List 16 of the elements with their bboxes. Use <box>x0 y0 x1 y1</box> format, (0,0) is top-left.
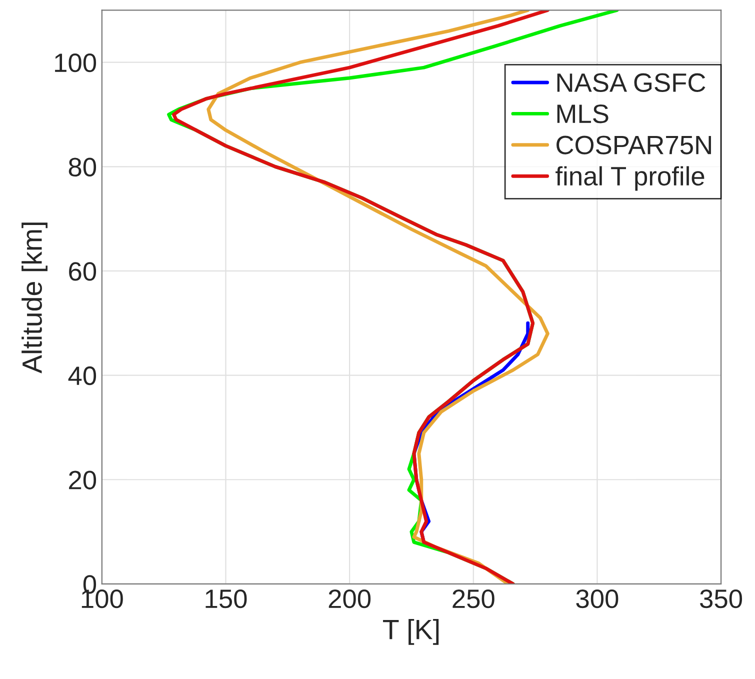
x-axis-title: T [K] <box>383 618 439 645</box>
legend-label: final T profile <box>556 166 704 191</box>
x-tick-label: 200 <box>328 590 371 608</box>
y-tick-label: 20 <box>69 470 96 490</box>
y-tick-label: 80 <box>68 158 96 176</box>
y-tick-label: 100 <box>55 53 96 72</box>
x-tick-label: 300 <box>576 590 618 608</box>
x-tick-label: 350 <box>700 590 742 608</box>
legend-label: MLS <box>557 104 608 124</box>
y-tick-label: 40 <box>68 366 96 386</box>
x-tick-label: 250 <box>452 590 494 608</box>
legend-label: NASA GSFC <box>557 73 706 92</box>
x-tick-label: 150 <box>206 590 247 608</box>
y-tick-label: 60 <box>69 262 96 281</box>
legend-label: COSPAR75N <box>556 136 711 154</box>
y-axis-title: Altitude [km] <box>22 222 48 374</box>
